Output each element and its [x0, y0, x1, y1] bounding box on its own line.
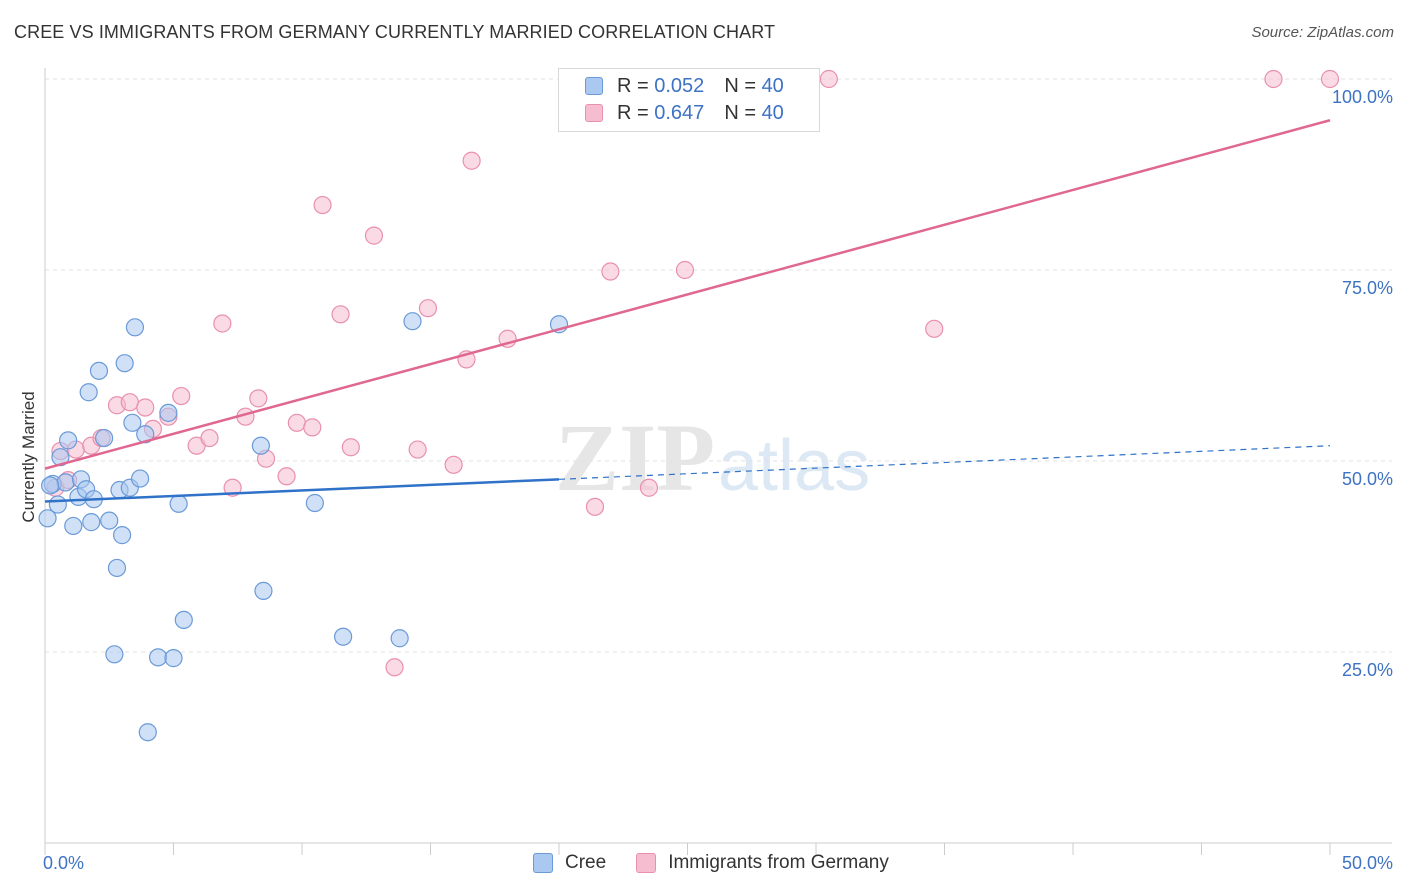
data-point-cree: [164, 649, 183, 668]
series-cree: [38, 312, 569, 742]
data-point-germany: [287, 413, 306, 432]
data-point-cree: [59, 431, 78, 450]
legend-r-value-germany: 0.647: [654, 101, 705, 124]
data-point-cree: [390, 629, 409, 648]
data-point-cree: [305, 493, 324, 513]
legend-r-value-cree: 0.052: [654, 74, 705, 97]
data-point-cree: [79, 383, 98, 402]
legend-n-value-germany: 40: [761, 101, 784, 124]
data-point-cree: [148, 648, 168, 667]
legend-swatch-cree: [585, 77, 603, 95]
series-legend-label-germany: Immigrants from Germany: [668, 852, 889, 873]
y-tick-label: 50.0%: [1342, 469, 1393, 489]
data-point-cree: [169, 494, 188, 513]
data-point-germany: [585, 497, 605, 516]
watermark-zip: ZIP: [555, 404, 715, 511]
series-legend: Cree Immigrants from Germany: [533, 852, 919, 874]
data-point-germany: [364, 226, 384, 245]
data-point-germany: [418, 299, 438, 318]
data-point-cree: [89, 361, 109, 380]
legend-n-label: N =: [724, 74, 756, 97]
axes: [44, 68, 1392, 855]
series-legend-item-germany: Immigrants from Germany: [636, 852, 889, 874]
data-point-germany: [639, 478, 659, 497]
watermark: ZIP atlas: [555, 404, 870, 511]
data-point-cree: [82, 513, 101, 532]
data-point-cree: [112, 526, 132, 545]
data-point-cree: [56, 473, 75, 492]
data-point-germany: [313, 195, 332, 215]
data-point-germany: [200, 428, 219, 448]
data-point-germany: [408, 440, 427, 459]
y-tick-label: 75.0%: [1342, 278, 1393, 298]
series-legend-swatch-cree: [533, 853, 553, 873]
data-point-germany: [1264, 69, 1283, 89]
data-point-cree: [254, 581, 273, 600]
data-point-cree: [38, 509, 57, 528]
data-point-cree: [251, 436, 270, 455]
data-point-germany: [385, 658, 404, 677]
data-point-germany: [462, 151, 481, 170]
data-point-cree: [174, 610, 193, 630]
data-point-cree: [95, 428, 114, 448]
legend-n-value-cree: 40: [761, 74, 784, 97]
legend-n-label: N =: [724, 101, 756, 124]
data-point-germany: [1320, 69, 1340, 89]
trend-lines: [44, 119, 1331, 503]
x-tick-label: 0.0%: [43, 853, 84, 873]
watermark-atlas: atlas: [718, 426, 870, 506]
legend-swatch-germany: [585, 104, 603, 122]
legend-r-label: R =: [617, 101, 649, 124]
data-point-cree: [100, 511, 119, 530]
data-point-cree: [159, 403, 178, 422]
trend-line-cree-extension: [558, 445, 1331, 480]
series-legend-item-cree: Cree: [533, 852, 606, 874]
data-point-cree: [105, 645, 124, 664]
y-tick-label: 100.0%: [1332, 87, 1393, 107]
data-point-cree: [123, 413, 142, 432]
data-point-germany: [601, 262, 620, 281]
data-point-cree: [403, 312, 422, 331]
data-point-cree: [107, 558, 127, 578]
data-point-cree: [41, 476, 60, 495]
data-point-germany: [444, 455, 463, 474]
data-point-germany: [213, 314, 232, 333]
data-point-cree: [130, 469, 150, 488]
series-legend-label-cree: Cree: [565, 852, 607, 873]
data-point-germany: [172, 386, 191, 406]
data-point-germany: [277, 467, 296, 486]
x-tick-label: 50.0%: [1342, 853, 1393, 873]
data-point-germany: [120, 393, 139, 412]
legend-row-germany: R = 0.647 N = 40: [585, 101, 784, 125]
data-point-germany: [136, 398, 155, 417]
grid: [45, 78, 1392, 653]
series-legend-swatch-germany: [636, 853, 657, 873]
trend-line-germany: [44, 119, 1331, 470]
data-point-cree: [48, 495, 67, 514]
series-immigrants-from-germany: [46, 69, 1340, 677]
data-point-germany: [341, 438, 360, 457]
data-point-germany: [675, 260, 695, 280]
tick-labels: 25.0% 50.0% 75.0% 100.0% 0.0% 50.0%: [43, 87, 1393, 873]
data-point-cree: [334, 627, 353, 646]
legend-row-cree: R = 0.052 N = 40: [585, 74, 784, 98]
data-point-cree: [138, 723, 157, 742]
data-point-germany: [925, 319, 944, 338]
trend-line-cree: [44, 478, 560, 503]
y-tick-label: 25.0%: [1342, 660, 1393, 680]
correlation-legend: R = 0.052 N = 40 R = 0.647 N = 40: [558, 68, 820, 132]
data-point-cree: [125, 318, 145, 337]
data-point-cree: [64, 516, 83, 536]
chart-title: CREE VS IMMIGRANTS FROM GERMANY CURRENTL…: [14, 22, 776, 42]
data-point-germany: [819, 69, 838, 89]
data-point-germany: [331, 305, 350, 324]
y-axis-title: Currently Married: [19, 391, 38, 522]
data-point-germany: [303, 418, 322, 437]
source-label: Source: ZipAtlas.com: [1251, 24, 1394, 41]
data-point-germany: [249, 389, 268, 408]
legend-r-label: R =: [617, 74, 649, 97]
data-point-cree: [115, 354, 134, 373]
